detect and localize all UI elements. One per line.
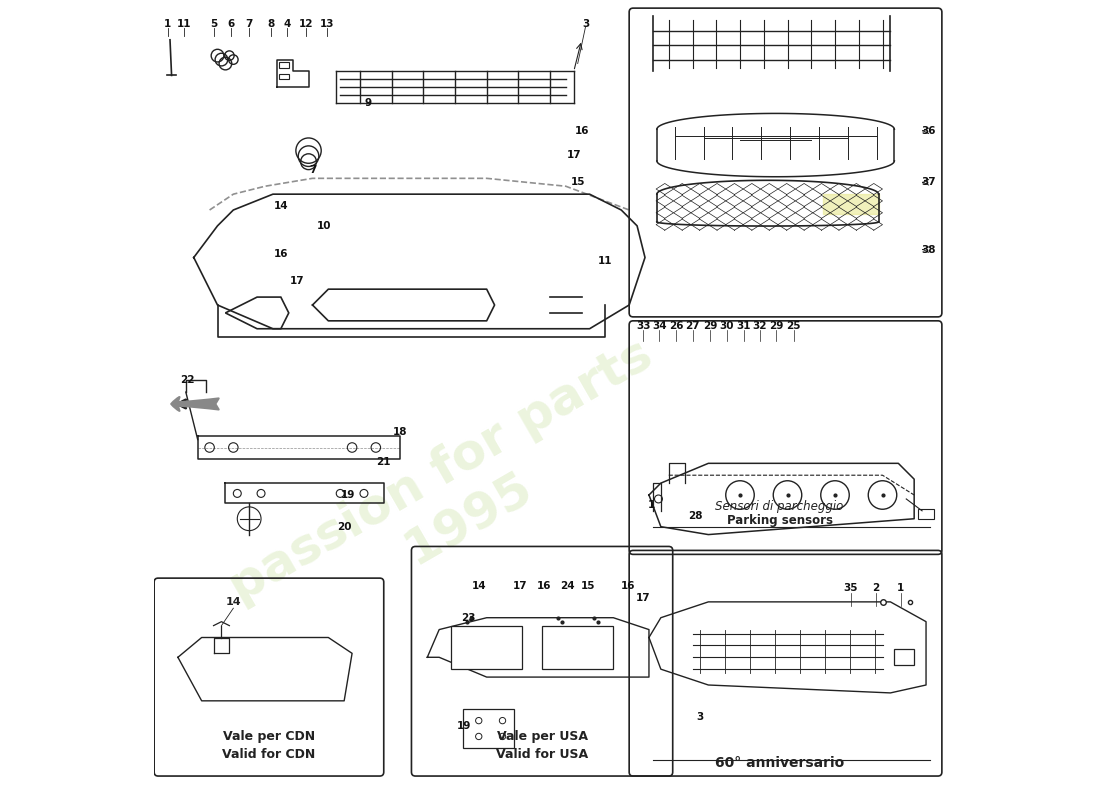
Text: 14: 14 — [472, 581, 486, 591]
Text: 25: 25 — [786, 321, 801, 330]
Text: 17: 17 — [566, 150, 581, 159]
Text: 7: 7 — [245, 19, 253, 29]
Text: Vale per CDN: Vale per CDN — [223, 730, 315, 743]
Text: 15: 15 — [581, 581, 595, 591]
Bar — [463, 709, 515, 748]
Text: 7: 7 — [309, 166, 316, 175]
Text: 32: 32 — [752, 321, 767, 330]
Text: Parking sensors: Parking sensors — [727, 514, 833, 527]
Text: 1: 1 — [648, 499, 654, 510]
Text: 9: 9 — [364, 98, 372, 108]
Text: 16: 16 — [574, 126, 589, 136]
Text: 18: 18 — [393, 426, 407, 437]
Text: 22: 22 — [180, 375, 195, 386]
Text: passion for parts
1995: passion for parts 1995 — [221, 330, 689, 660]
Text: 16: 16 — [620, 581, 635, 591]
Text: 20: 20 — [337, 522, 351, 532]
Text: Valid for CDN: Valid for CDN — [222, 748, 316, 761]
Text: 35: 35 — [844, 583, 858, 594]
Text: 11: 11 — [177, 19, 191, 29]
Text: 2: 2 — [872, 583, 880, 594]
Bar — [279, 74, 289, 79]
Text: 34: 34 — [652, 321, 667, 330]
Text: 30: 30 — [719, 321, 734, 330]
Text: 38: 38 — [921, 245, 936, 254]
Text: 3: 3 — [582, 19, 590, 29]
Text: 1: 1 — [898, 583, 904, 594]
Text: 24: 24 — [560, 581, 574, 591]
Text: 23: 23 — [461, 613, 475, 622]
Text: 27: 27 — [685, 321, 700, 330]
Text: 29: 29 — [703, 321, 717, 330]
Text: 1: 1 — [164, 19, 172, 29]
Text: 37: 37 — [921, 178, 936, 187]
Text: 14: 14 — [226, 597, 241, 607]
Text: 4: 4 — [284, 19, 290, 29]
Bar — [894, 650, 914, 666]
Text: Sensori di parcheggio: Sensori di parcheggio — [715, 500, 844, 514]
Text: 16: 16 — [274, 249, 288, 258]
Bar — [279, 62, 289, 67]
Text: 33: 33 — [636, 321, 651, 330]
Text: Vale per USA: Vale per USA — [496, 730, 587, 743]
Text: 15: 15 — [571, 178, 585, 187]
Text: 8: 8 — [267, 19, 275, 29]
Text: 60° anniversario: 60° anniversario — [715, 755, 844, 770]
Text: 29: 29 — [769, 321, 783, 330]
Text: 31: 31 — [737, 321, 751, 330]
Bar — [451, 626, 522, 669]
Text: 19: 19 — [458, 721, 472, 731]
Text: 16: 16 — [537, 581, 551, 591]
Text: 17: 17 — [289, 276, 304, 286]
Text: 5: 5 — [210, 19, 217, 29]
Text: 28: 28 — [688, 511, 702, 522]
Text: 17: 17 — [636, 593, 651, 603]
Text: 17: 17 — [513, 581, 527, 591]
Text: 6: 6 — [228, 19, 234, 29]
Text: 14: 14 — [274, 201, 288, 211]
Text: 12: 12 — [299, 19, 314, 29]
Text: 3: 3 — [696, 712, 704, 722]
Text: 13: 13 — [319, 19, 334, 29]
Text: Valid for USA: Valid for USA — [496, 748, 588, 761]
Text: 36: 36 — [921, 126, 936, 136]
Text: 11: 11 — [598, 257, 613, 266]
Bar — [918, 510, 934, 518]
Text: 21: 21 — [376, 457, 390, 466]
Text: 19: 19 — [341, 490, 355, 500]
Text: 26: 26 — [669, 321, 683, 330]
Text: 10: 10 — [317, 221, 331, 231]
Bar — [542, 626, 614, 669]
